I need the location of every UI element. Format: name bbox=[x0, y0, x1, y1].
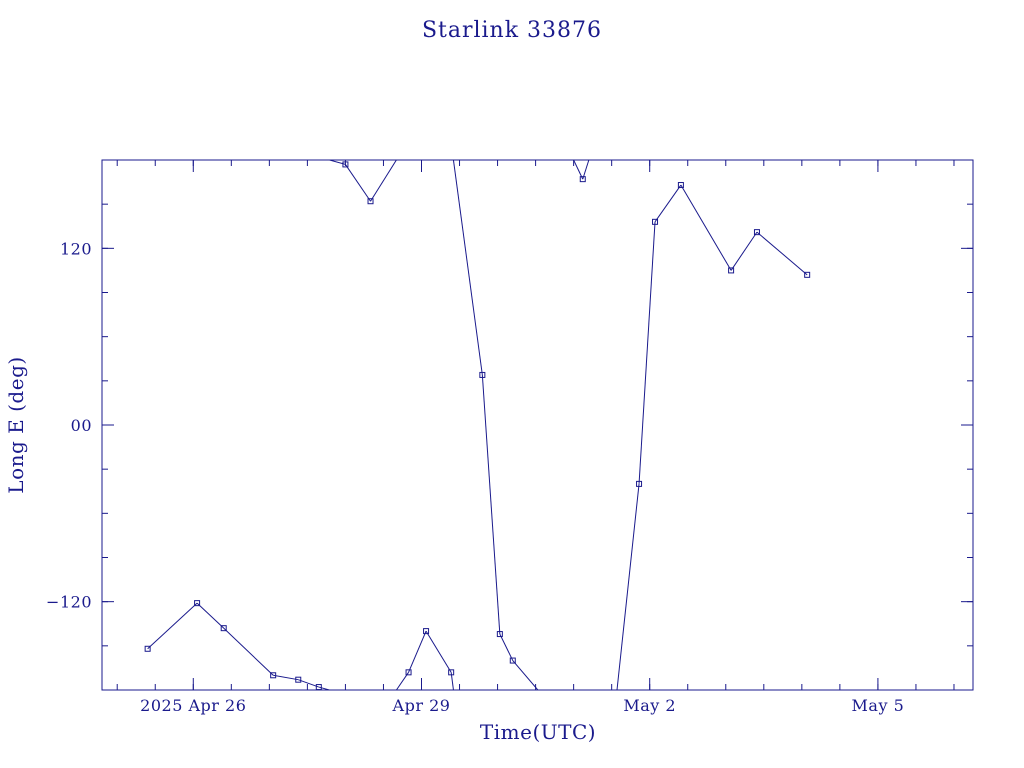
series-segment bbox=[512, 660, 539, 690]
plot-frame bbox=[101, 159, 974, 691]
data-point bbox=[144, 645, 151, 652]
y-tick-labels: 120 00 −120 bbox=[46, 239, 92, 612]
data-point bbox=[479, 371, 486, 378]
x-axis-label: Time(UTC) bbox=[480, 720, 596, 744]
data-point bbox=[579, 176, 586, 183]
data-point bbox=[315, 684, 322, 691]
data-point bbox=[405, 669, 412, 676]
series-segment bbox=[345, 164, 371, 202]
series-segment bbox=[499, 633, 514, 661]
data-point bbox=[652, 218, 659, 225]
y-tick-label: 120 bbox=[60, 239, 92, 258]
data-point bbox=[367, 198, 374, 205]
x-tick-label: May 2 bbox=[623, 696, 676, 715]
data-point bbox=[728, 267, 735, 274]
series-segment bbox=[370, 160, 397, 202]
series-segment bbox=[196, 602, 225, 629]
data-point bbox=[194, 600, 201, 607]
data-point bbox=[753, 229, 760, 236]
major-ticks bbox=[102, 160, 973, 690]
series-segment bbox=[616, 483, 640, 690]
series-segment bbox=[481, 374, 501, 635]
series-segment bbox=[582, 160, 590, 180]
data-point bbox=[496, 631, 503, 638]
series-segment bbox=[756, 231, 808, 276]
data-point bbox=[636, 480, 643, 487]
x-tick-label: May 5 bbox=[852, 696, 905, 715]
series-segment bbox=[573, 160, 584, 180]
series-segment bbox=[273, 674, 299, 681]
x-tick-labels: 2025 Apr 26 Apr 29 May 2 May 5 bbox=[140, 696, 904, 715]
series-segment bbox=[680, 184, 732, 271]
y-axis-label: Long E (deg) bbox=[4, 356, 28, 493]
data-point bbox=[220, 625, 227, 632]
series-segment bbox=[396, 160, 397, 161]
series-segment bbox=[318, 686, 332, 690]
data-point bbox=[423, 628, 430, 635]
series-segment bbox=[425, 630, 452, 673]
series-segment bbox=[223, 627, 274, 676]
series-segment bbox=[730, 231, 758, 271]
x-tick-label: 2025 Apr 26 bbox=[140, 696, 246, 715]
series-segment bbox=[638, 221, 656, 484]
series-lines bbox=[147, 160, 808, 690]
series-segment bbox=[654, 184, 682, 223]
series-segment bbox=[327, 160, 346, 165]
y-tick-label: −120 bbox=[46, 593, 92, 612]
chart-title: Starlink 33876 bbox=[422, 18, 602, 43]
data-point bbox=[342, 161, 349, 168]
x-tick-label: Apr 29 bbox=[392, 696, 451, 715]
series-segment bbox=[452, 160, 483, 376]
series-segment bbox=[452, 160, 454, 161]
data-point bbox=[804, 271, 811, 278]
minor-ticks bbox=[102, 160, 973, 690]
y-tick-label: 00 bbox=[71, 416, 92, 435]
data-point bbox=[677, 182, 684, 189]
data-point bbox=[509, 657, 516, 664]
series-segment bbox=[147, 602, 198, 650]
series-points bbox=[144, 161, 811, 691]
data-point bbox=[270, 672, 277, 679]
data-point bbox=[448, 669, 455, 676]
series-segment bbox=[298, 679, 319, 688]
data-point bbox=[295, 676, 302, 683]
series-segment bbox=[408, 630, 427, 673]
